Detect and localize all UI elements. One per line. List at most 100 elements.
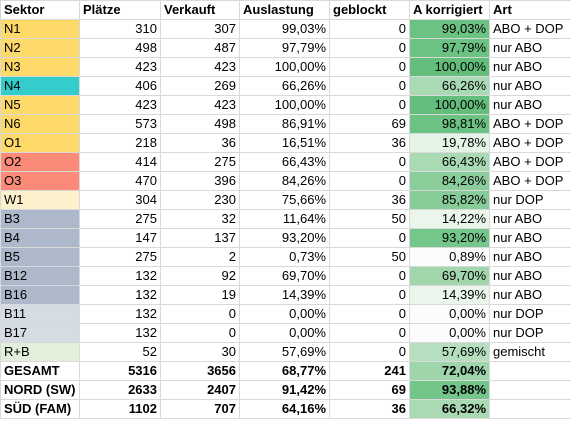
cell-art[interactable]: nur ABO	[489, 247, 571, 267]
cell-geblockt[interactable]: 0	[329, 342, 410, 362]
cell-verkauft[interactable]: 275	[160, 152, 240, 172]
cell-sektor[interactable]: W1	[0, 190, 80, 210]
cell-art[interactable]	[489, 361, 571, 381]
cell-plaetze[interactable]: 423	[79, 95, 161, 115]
cell-auslastung[interactable]: 66,43%	[239, 152, 330, 172]
cell-verkauft[interactable]: 269	[160, 76, 240, 96]
cell-plaetze[interactable]: 414	[79, 152, 161, 172]
cell-auslastung[interactable]: 84,26%	[239, 171, 330, 191]
cell-sektor[interactable]: B17	[0, 323, 80, 343]
cell-a-korrigiert[interactable]: 93,20%	[409, 228, 490, 248]
cell-geblockt[interactable]: 50	[329, 247, 410, 267]
cell-a-korrigiert[interactable]: 100,00%	[409, 57, 490, 77]
cell-auslastung[interactable]: 69,70%	[239, 266, 330, 286]
cell-verkauft[interactable]: 19	[160, 285, 240, 305]
cell-auslastung[interactable]: 0,00%	[239, 304, 330, 324]
cell-art[interactable]: ABO + DOP	[489, 171, 571, 191]
cell-sektor[interactable]: O2	[0, 152, 80, 172]
cell-geblockt[interactable]: 69	[329, 114, 410, 134]
cell-verkauft[interactable]: 92	[160, 266, 240, 286]
cell-plaetze[interactable]: 1102	[79, 399, 161, 419]
cell-sektor[interactable]: B4	[0, 228, 80, 248]
cell-sektor[interactable]: N1	[0, 19, 80, 39]
cell-auslastung[interactable]: 66,26%	[239, 76, 330, 96]
cell-auslastung[interactable]: 100,00%	[239, 57, 330, 77]
cell-art[interactable]: nur DOP	[489, 323, 571, 343]
cell-art[interactable]	[489, 380, 571, 400]
cell-geblockt[interactable]: 0	[329, 152, 410, 172]
cell-plaetze[interactable]: 304	[79, 190, 161, 210]
cell-art[interactable]: nur ABO	[489, 228, 571, 248]
cell-art[interactable]: nur DOP	[489, 304, 571, 324]
cell-auslastung[interactable]: 86,91%	[239, 114, 330, 134]
cell-geblockt[interactable]: 0	[329, 76, 410, 96]
cell-sektor[interactable]: GESAMT	[0, 361, 80, 381]
cell-auslastung[interactable]: 11,64%	[239, 209, 330, 229]
cell-geblockt[interactable]: 0	[329, 57, 410, 77]
cell-geblockt[interactable]: 69	[329, 380, 410, 400]
header-geblockt[interactable]: geblockt	[329, 0, 410, 20]
cell-sektor[interactable]: R+B	[0, 342, 80, 362]
cell-plaetze[interactable]: 132	[79, 266, 161, 286]
cell-geblockt[interactable]: 0	[329, 266, 410, 286]
cell-auslastung[interactable]: 64,16%	[239, 399, 330, 419]
header-art[interactable]: Art	[489, 0, 571, 20]
cell-verkauft[interactable]: 396	[160, 171, 240, 191]
cell-auslastung[interactable]: 16,51%	[239, 133, 330, 153]
cell-plaetze[interactable]: 498	[79, 38, 161, 58]
cell-a-korrigiert[interactable]: 66,32%	[409, 399, 490, 419]
cell-art[interactable]: ABO + DOP	[489, 19, 571, 39]
header-sektor[interactable]: Sektor	[0, 0, 80, 20]
cell-plaetze[interactable]: 147	[79, 228, 161, 248]
cell-geblockt[interactable]: 50	[329, 209, 410, 229]
cell-sektor[interactable]: NORD (SW)	[0, 380, 80, 400]
cell-sektor[interactable]: N2	[0, 38, 80, 58]
cell-geblockt[interactable]: 0	[329, 228, 410, 248]
cell-art[interactable]	[489, 399, 571, 419]
cell-plaetze[interactable]: 423	[79, 57, 161, 77]
cell-verkauft[interactable]: 498	[160, 114, 240, 134]
cell-verkauft[interactable]: 32	[160, 209, 240, 229]
cell-verkauft[interactable]: 0	[160, 304, 240, 324]
cell-plaetze[interactable]: 406	[79, 76, 161, 96]
cell-verkauft[interactable]: 2407	[160, 380, 240, 400]
cell-verkauft[interactable]: 2	[160, 247, 240, 267]
cell-auslastung[interactable]: 57,69%	[239, 342, 330, 362]
header-a-korrigiert[interactable]: A korrigiert	[409, 0, 490, 20]
cell-art[interactable]: nur ABO	[489, 95, 571, 115]
cell-a-korrigiert[interactable]: 84,26%	[409, 171, 490, 191]
cell-a-korrigiert[interactable]: 66,26%	[409, 76, 490, 96]
cell-art[interactable]: nur ABO	[489, 285, 571, 305]
cell-art[interactable]: nur ABO	[489, 57, 571, 77]
cell-a-korrigiert[interactable]: 100,00%	[409, 95, 490, 115]
cell-sektor[interactable]: O3	[0, 171, 80, 191]
cell-geblockt[interactable]: 36	[329, 133, 410, 153]
cell-plaetze[interactable]: 2633	[79, 380, 161, 400]
cell-geblockt[interactable]: 0	[329, 285, 410, 305]
cell-verkauft[interactable]: 3656	[160, 361, 240, 381]
cell-sektor[interactable]: N3	[0, 57, 80, 77]
cell-plaetze[interactable]: 310	[79, 19, 161, 39]
cell-auslastung[interactable]: 0,00%	[239, 323, 330, 343]
cell-geblockt[interactable]: 0	[329, 19, 410, 39]
cell-auslastung[interactable]: 91,42%	[239, 380, 330, 400]
cell-verkauft[interactable]: 36	[160, 133, 240, 153]
cell-verkauft[interactable]: 0	[160, 323, 240, 343]
cell-a-korrigiert[interactable]: 69,70%	[409, 266, 490, 286]
cell-auslastung[interactable]: 0,73%	[239, 247, 330, 267]
cell-art[interactable]: ABO + DOP	[489, 152, 571, 172]
cell-geblockt[interactable]: 0	[329, 38, 410, 58]
cell-a-korrigiert[interactable]: 98,81%	[409, 114, 490, 134]
cell-a-korrigiert[interactable]: 85,82%	[409, 190, 490, 210]
cell-auslastung[interactable]: 68,77%	[239, 361, 330, 381]
cell-plaetze[interactable]: 132	[79, 285, 161, 305]
header-verkauft[interactable]: Verkauft	[160, 0, 240, 20]
cell-verkauft[interactable]: 423	[160, 57, 240, 77]
cell-verkauft[interactable]: 307	[160, 19, 240, 39]
cell-verkauft[interactable]: 30	[160, 342, 240, 362]
cell-a-korrigiert[interactable]: 0,00%	[409, 323, 490, 343]
cell-a-korrigiert[interactable]: 97,79%	[409, 38, 490, 58]
cell-a-korrigiert[interactable]: 0,89%	[409, 247, 490, 267]
cell-art[interactable]: gemischt	[489, 342, 571, 362]
cell-a-korrigiert[interactable]: 14,22%	[409, 209, 490, 229]
